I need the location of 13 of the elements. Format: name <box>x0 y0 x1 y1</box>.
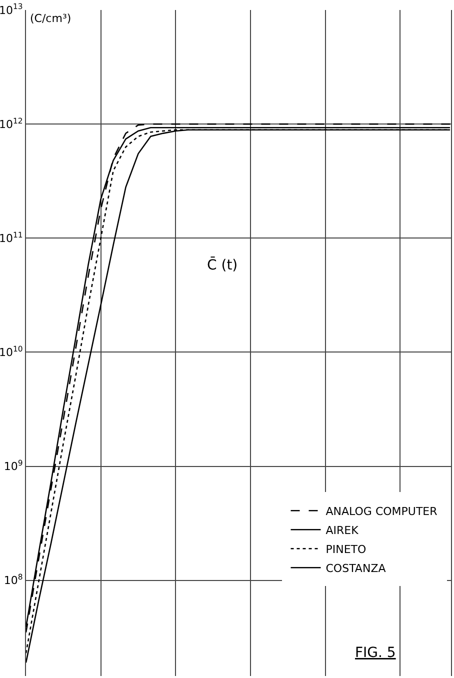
y-tick-label: 10$^{11}$ <box>0 230 23 245</box>
y-tick-label: 10$^{10}$ <box>0 344 23 360</box>
y-axis-title: (C/cm³) <box>30 12 72 25</box>
annotation: C̄ (t) <box>207 256 238 274</box>
legend-label: COSTANZA <box>326 562 386 575</box>
y-tick-label: 10$^{9}$ <box>4 458 23 474</box>
legend-label: ANALOG COMPUTER <box>326 504 438 518</box>
y-tick-label: 10$^{8}$ <box>4 572 23 588</box>
y-tick-label: 10$^{13}$ <box>0 2 23 17</box>
legend-label: AIREK <box>326 524 360 537</box>
y-tick-label: 10$^{12}$ <box>0 116 23 131</box>
annotation: FIG. 5 <box>355 645 396 661</box>
legend-label: PINETO <box>326 542 367 556</box>
